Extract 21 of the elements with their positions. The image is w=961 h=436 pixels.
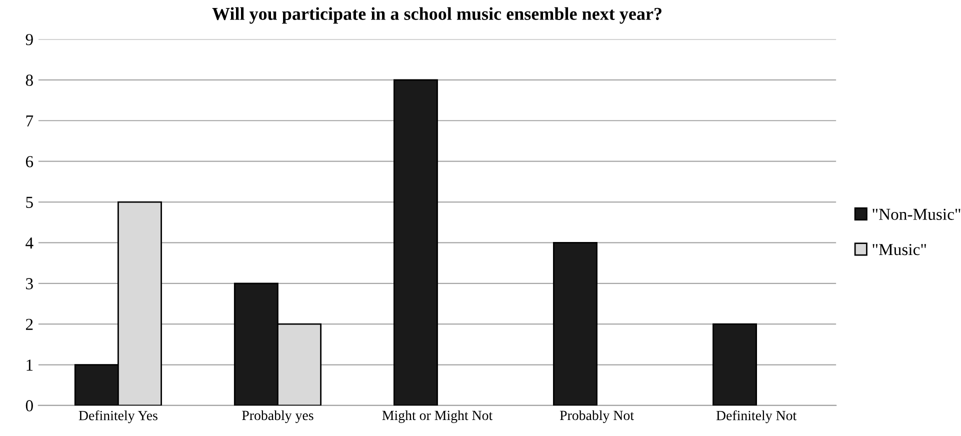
x-tick-label: Probably Not [560,410,634,423]
legend-label: "Music" [872,244,926,256]
y-tick-label: 0 [26,400,33,412]
y-tick-label: 8 [26,74,33,86]
chart-title: Will you participate in a school music ensemble next year? [212,7,662,24]
y-tick-label: 5 [26,196,33,208]
bar [553,242,598,406]
x-tick-label: Might or Might Not [382,410,493,423]
y-tick-label: 4 [26,238,34,248]
y-tick-label: 9 [26,34,33,46]
y-tick-label: 1 [26,360,33,371]
x-tick-label: Definitely Not [716,410,797,424]
y-tick-label: 3 [26,278,33,290]
bar [712,323,757,406]
legend-label: "Non-Music" [872,208,960,220]
y-tick-label: 2 [26,318,33,330]
y-tick-label: 6 [26,156,34,168]
y-tick-label: 7 [26,115,34,126]
x-tick-label: Probably yes [242,410,314,423]
x-tick-label: Definitely Yes [78,410,158,424]
bar [393,79,438,406]
